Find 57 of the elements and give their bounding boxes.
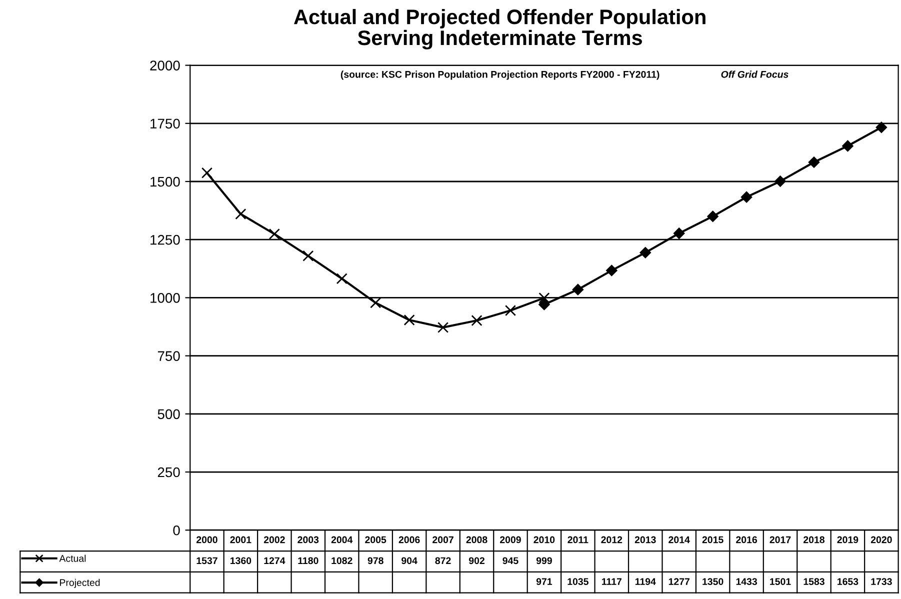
- data-label: 1035: [568, 578, 588, 586]
- data-label: 1433: [736, 578, 758, 586]
- y-tick-label: 1500: [150, 176, 180, 187]
- data-label: 971: [536, 578, 552, 586]
- y-tick-label: 1250: [150, 234, 180, 245]
- x-tick-label: 2006: [398, 536, 420, 544]
- x-tick-label: 2009: [500, 536, 521, 544]
- x-tick-label: 2012: [601, 536, 622, 544]
- x-tick-label: 2018: [804, 536, 825, 544]
- y-tick-label: 750: [158, 351, 180, 361]
- y-tick-label: 250: [158, 467, 180, 478]
- data-label: 1583: [804, 578, 824, 586]
- data-label: 872: [435, 557, 451, 564]
- x-tick-label: 2000: [196, 536, 218, 544]
- x-tick-label: 2014: [668, 536, 690, 544]
- x-tick-label: 2015: [702, 536, 724, 544]
- y-tick-label: 1750: [150, 118, 180, 129]
- data-label: 1082: [332, 557, 352, 564]
- data-label: 978: [368, 557, 384, 564]
- x-tick-label: 2008: [466, 536, 488, 544]
- text: (source: KSC Prison Population Projection Reports FY2000 - FY2011): [340, 70, 660, 80]
- x-tick-label: 2016: [736, 536, 758, 544]
- x-tick-label: 2020: [870, 536, 892, 544]
- data-label: 945: [502, 557, 518, 564]
- y-tick-label: 0: [173, 525, 180, 536]
- y-tick-label: 1000: [150, 293, 180, 303]
- x-tick-label: 2001: [230, 536, 252, 544]
- data-label: 1501: [770, 578, 791, 586]
- x-tick-label: 2004: [331, 536, 353, 544]
- legend-label: Projected: [60, 578, 100, 588]
- data-label: 1180: [298, 557, 318, 564]
- x-tick-label: 2017: [770, 536, 791, 544]
- data-label: 1733: [871, 578, 892, 586]
- x-tick-label: 2003: [298, 536, 319, 544]
- data-label: 1277: [668, 578, 690, 585]
- data-label: 999: [536, 557, 552, 564]
- annotation: Off Grid Focus: [721, 70, 788, 78]
- x-tick-label: 2002: [264, 536, 285, 544]
- x-tick-label: 2013: [634, 536, 656, 544]
- data-label: 902: [468, 557, 484, 564]
- data-label: 1274: [264, 557, 286, 564]
- data-label: 1194: [635, 578, 656, 586]
- legend-label: Actual: [59, 554, 86, 562]
- data-label: 1360: [230, 557, 252, 564]
- data-label: 904: [402, 557, 418, 564]
- chart-title: Actual and Projected Offender Population Serving Indeterminate Terms: [294, 8, 706, 50]
- data-label: 1350: [702, 578, 724, 586]
- data-label: 1117: [602, 578, 622, 585]
- data-label: 1653: [838, 578, 858, 586]
- x-tick-label: 2011: [568, 536, 588, 544]
- x-tick-label: 2005: [365, 536, 386, 544]
- x-tick-label: 2007: [432, 536, 454, 544]
- y-tick-label: 2000: [150, 60, 180, 70]
- x-tick-label: 2010: [534, 536, 555, 544]
- data-label: 1537: [196, 557, 218, 564]
- x-tick-label: 2019: [837, 536, 858, 544]
- y-tick-label: 500: [158, 409, 180, 420]
